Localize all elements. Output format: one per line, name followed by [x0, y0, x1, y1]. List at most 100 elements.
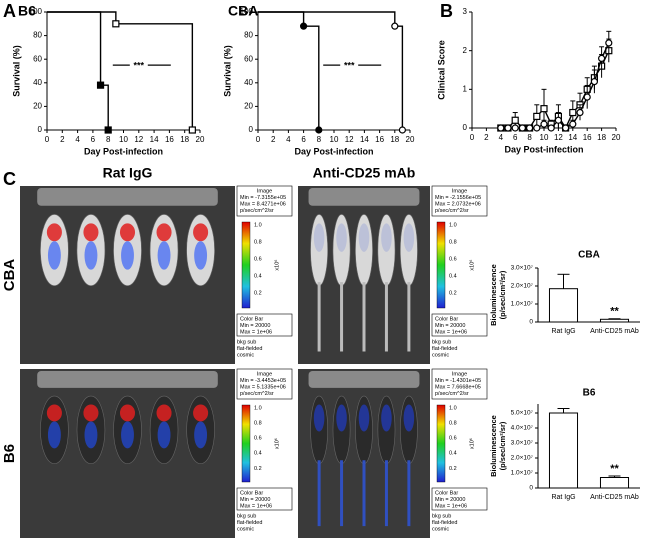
- marker: [533, 124, 541, 132]
- info-text: Color Bar: [240, 316, 263, 322]
- y-tick-label: 20: [244, 102, 253, 111]
- scale-tick: 0.4: [254, 451, 262, 457]
- marker: [590, 77, 599, 86]
- x-tick-label: 2: [484, 133, 489, 142]
- x-tick-label: Anti-CD25 mAb: [590, 328, 639, 335]
- row-title: B6: [1, 444, 18, 463]
- marker: [540, 120, 548, 128]
- color-bar: [436, 404, 446, 483]
- y-tick-label: 80: [244, 31, 253, 40]
- apparatus: [308, 371, 420, 388]
- luminescence-image: [20, 186, 235, 364]
- annotation: ***: [134, 60, 145, 70]
- y-tick-label: 1: [463, 84, 468, 93]
- x-tick-label: 16: [375, 135, 384, 144]
- scale-unit: x10⁶: [468, 438, 475, 449]
- row-title: CBA: [1, 259, 18, 292]
- info-box: [236, 313, 293, 337]
- note: cosmic: [432, 352, 449, 358]
- y-tick-label: 3.0×10⁷: [511, 265, 534, 272]
- y-tick-label: 3: [463, 7, 468, 16]
- x-tick-label: 20: [612, 133, 621, 142]
- x-tick-label: Rat IgG: [551, 494, 575, 501]
- scale-tick: 0.6: [449, 436, 457, 442]
- annotation: **: [610, 463, 619, 475]
- marker: [554, 116, 563, 124]
- apparatus: [308, 188, 420, 206]
- x-tick-label: 20: [196, 135, 205, 144]
- signal: [381, 404, 392, 432]
- x-tick-label: 6: [91, 135, 96, 144]
- x-tick-label: 14: [150, 135, 159, 144]
- y-tick-label: 100: [240, 7, 254, 16]
- info-text: Image: [257, 188, 272, 194]
- note: cosmic: [237, 526, 254, 532]
- apparatus: [37, 371, 218, 388]
- note: flat-fielded: [432, 520, 457, 526]
- luminescence-image: [298, 186, 430, 364]
- signal: [83, 404, 99, 422]
- info-box: [236, 185, 293, 217]
- x-tick-label: 10: [330, 135, 339, 144]
- marker: [605, 39, 613, 47]
- x-tick-label: 0: [256, 135, 261, 144]
- marker: [583, 93, 591, 101]
- y-tick-label: 1.0×10⁷: [511, 470, 534, 477]
- info-text: Color Bar: [435, 316, 458, 322]
- info-text: Min = 20000: [240, 323, 270, 329]
- panel-label: A: [3, 1, 16, 21]
- x-tick-label: 12: [345, 135, 354, 144]
- info-text: p/sec/cm^2/sr: [435, 208, 469, 214]
- marker: [315, 126, 323, 134]
- marker: [188, 126, 196, 134]
- y-tick-label: 2.0×10⁷: [511, 283, 534, 290]
- apparatus: [37, 188, 218, 206]
- info-box: [431, 313, 488, 337]
- signal: [313, 223, 325, 252]
- signal: [194, 421, 208, 449]
- note: bkg sub: [237, 339, 256, 345]
- marker: [398, 126, 406, 134]
- info-text: Max = 8.4271e+06: [240, 201, 286, 207]
- x-axis-label: Day Post-infection: [84, 146, 163, 156]
- marker: [569, 120, 577, 128]
- signal: [47, 421, 61, 449]
- scale-tick: 0.4: [254, 273, 262, 279]
- scale-tick: 1.0: [449, 222, 457, 228]
- scale-tick: 0.2: [449, 466, 457, 472]
- info-box: [431, 368, 488, 400]
- info-text: Max = 5.1335e+06: [240, 384, 286, 390]
- scale-tick: 0.8: [254, 239, 262, 245]
- x-tick-label: 10: [540, 133, 549, 142]
- signal: [193, 223, 209, 242]
- scale-tick: 0.6: [254, 436, 262, 442]
- series-line: [500, 42, 610, 129]
- chart-title: B6: [583, 388, 596, 399]
- scale-unit: x10⁶: [273, 438, 280, 449]
- chart-title: CBA: [228, 3, 258, 19]
- x-axis-label: Day Post-infection: [294, 146, 373, 156]
- signal: [84, 421, 98, 449]
- x-tick-label: 16: [583, 133, 592, 142]
- column-title: Rat IgG: [103, 165, 153, 181]
- x-tick-label: 14: [568, 133, 577, 142]
- scale-unit: x10⁶: [273, 259, 280, 270]
- info-text: Max = 1e+06: [435, 503, 467, 509]
- marker: [576, 108, 584, 117]
- note: bkg sub: [237, 513, 256, 519]
- y-tick-label: 2.0×10⁷: [511, 455, 534, 462]
- y-axis-label: Survival (%): [222, 45, 232, 97]
- marker: [96, 81, 105, 89]
- signal: [358, 223, 370, 252]
- note: flat-fielded: [237, 520, 262, 526]
- x-tick-label: 16: [165, 135, 174, 144]
- info-text: Max = 1e+06: [240, 329, 272, 335]
- note: flat-fielded: [237, 346, 262, 352]
- marker: [300, 22, 308, 30]
- signal: [157, 421, 171, 449]
- signal: [156, 223, 172, 242]
- marker: [112, 20, 120, 28]
- signal: [84, 241, 98, 270]
- info-box: [431, 487, 488, 511]
